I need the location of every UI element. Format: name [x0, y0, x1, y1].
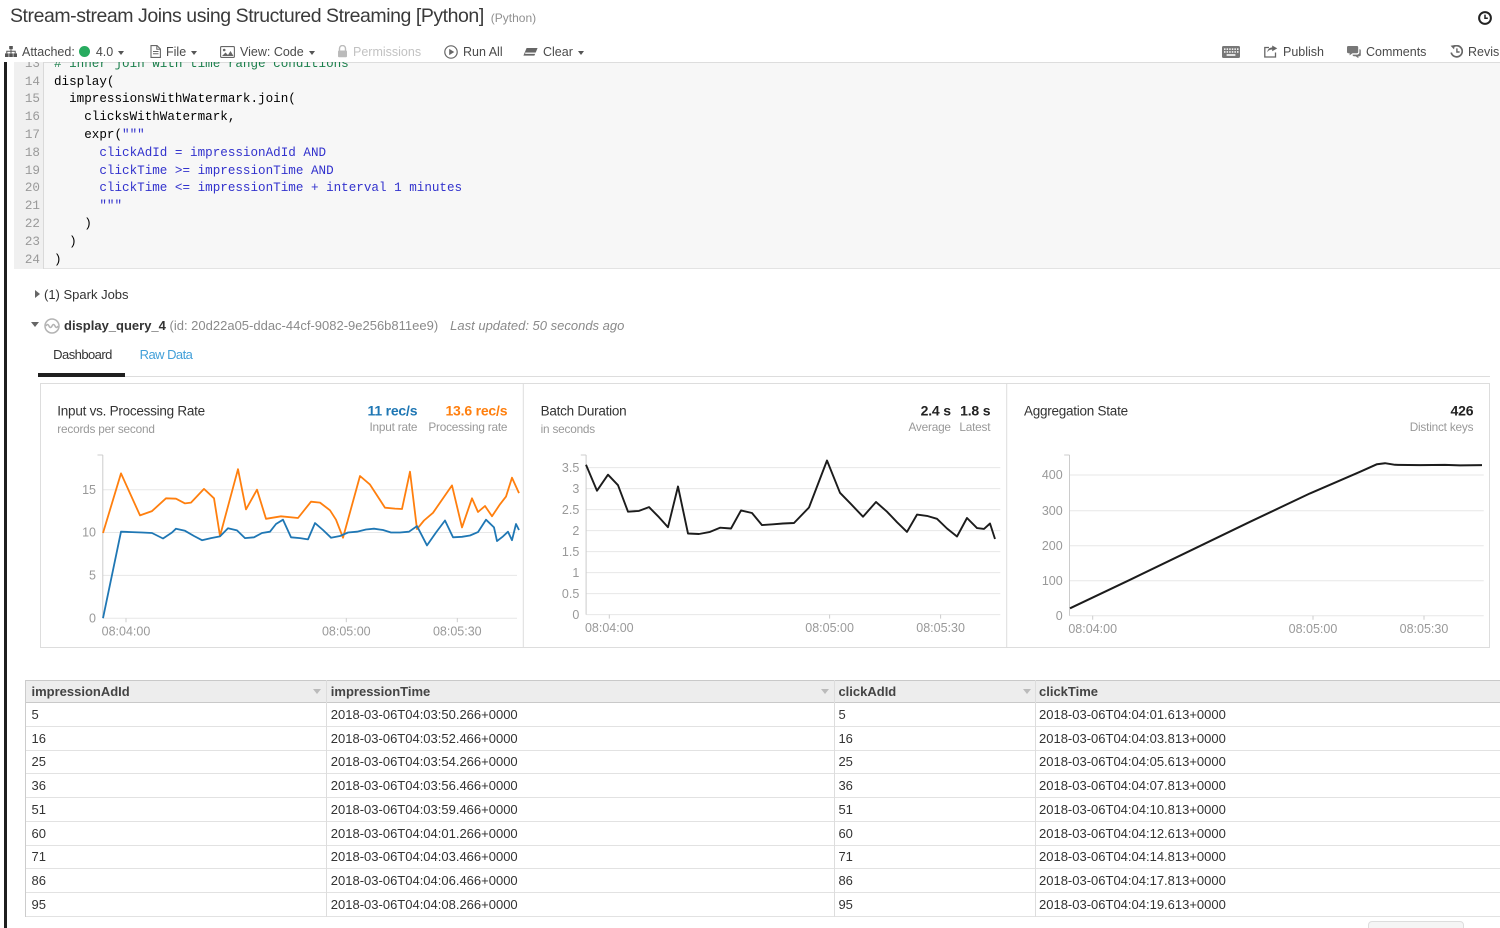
- svg-text:426: 426: [1451, 403, 1474, 419]
- svg-text:2: 2: [572, 524, 579, 538]
- svg-text:08:04:00: 08:04:00: [102, 625, 151, 639]
- svg-text:08:04:00: 08:04:00: [585, 621, 634, 635]
- svg-text:Input vs. Processing Rate: Input vs. Processing Rate: [57, 404, 205, 419]
- svg-text:Batch Duration: Batch Duration: [541, 404, 627, 419]
- svg-text:Processing rate: Processing rate: [428, 420, 508, 434]
- svg-text:0: 0: [1056, 609, 1063, 623]
- svg-text:3: 3: [572, 482, 579, 496]
- svg-text:08:05:30: 08:05:30: [916, 621, 965, 635]
- svg-text:Average: Average: [908, 420, 951, 434]
- svg-text:08:05:00: 08:05:00: [805, 621, 854, 635]
- svg-text:10: 10: [82, 526, 96, 540]
- svg-text:08:05:30: 08:05:30: [433, 625, 482, 639]
- svg-text:0.5: 0.5: [562, 587, 579, 601]
- svg-text:records per second: records per second: [57, 422, 154, 436]
- svg-text:Latest: Latest: [959, 420, 991, 434]
- svg-text:200: 200: [1042, 539, 1063, 553]
- svg-text:13.6 rec/s: 13.6 rec/s: [445, 403, 507, 419]
- svg-text:0: 0: [89, 611, 96, 625]
- svg-text:Distinct keys: Distinct keys: [1410, 420, 1474, 434]
- svg-text:08:04:00: 08:04:00: [1068, 622, 1117, 636]
- svg-text:1: 1: [572, 566, 579, 580]
- svg-text:Aggregation State: Aggregation State: [1024, 404, 1128, 419]
- svg-text:5: 5: [89, 569, 96, 583]
- svg-text:08:05:00: 08:05:00: [322, 625, 371, 639]
- svg-text:1.5: 1.5: [562, 545, 579, 559]
- svg-text:Input rate: Input rate: [369, 420, 417, 434]
- svg-text:2.4 s: 2.4 s: [921, 403, 952, 419]
- svg-text:08:05:00: 08:05:00: [1289, 622, 1338, 636]
- svg-text:15: 15: [82, 483, 96, 497]
- svg-text:2.5: 2.5: [562, 503, 579, 517]
- svg-text:11 rec/s: 11 rec/s: [368, 403, 418, 419]
- svg-text:3.5: 3.5: [562, 461, 579, 475]
- svg-text:100: 100: [1042, 574, 1063, 588]
- svg-text:in seconds: in seconds: [541, 422, 596, 436]
- svg-text:08:05:30: 08:05:30: [1400, 622, 1449, 636]
- svg-text:1.8 s: 1.8 s: [960, 403, 991, 419]
- svg-text:400: 400: [1042, 468, 1063, 482]
- svg-text:300: 300: [1042, 504, 1063, 518]
- svg-text:0: 0: [572, 608, 579, 622]
